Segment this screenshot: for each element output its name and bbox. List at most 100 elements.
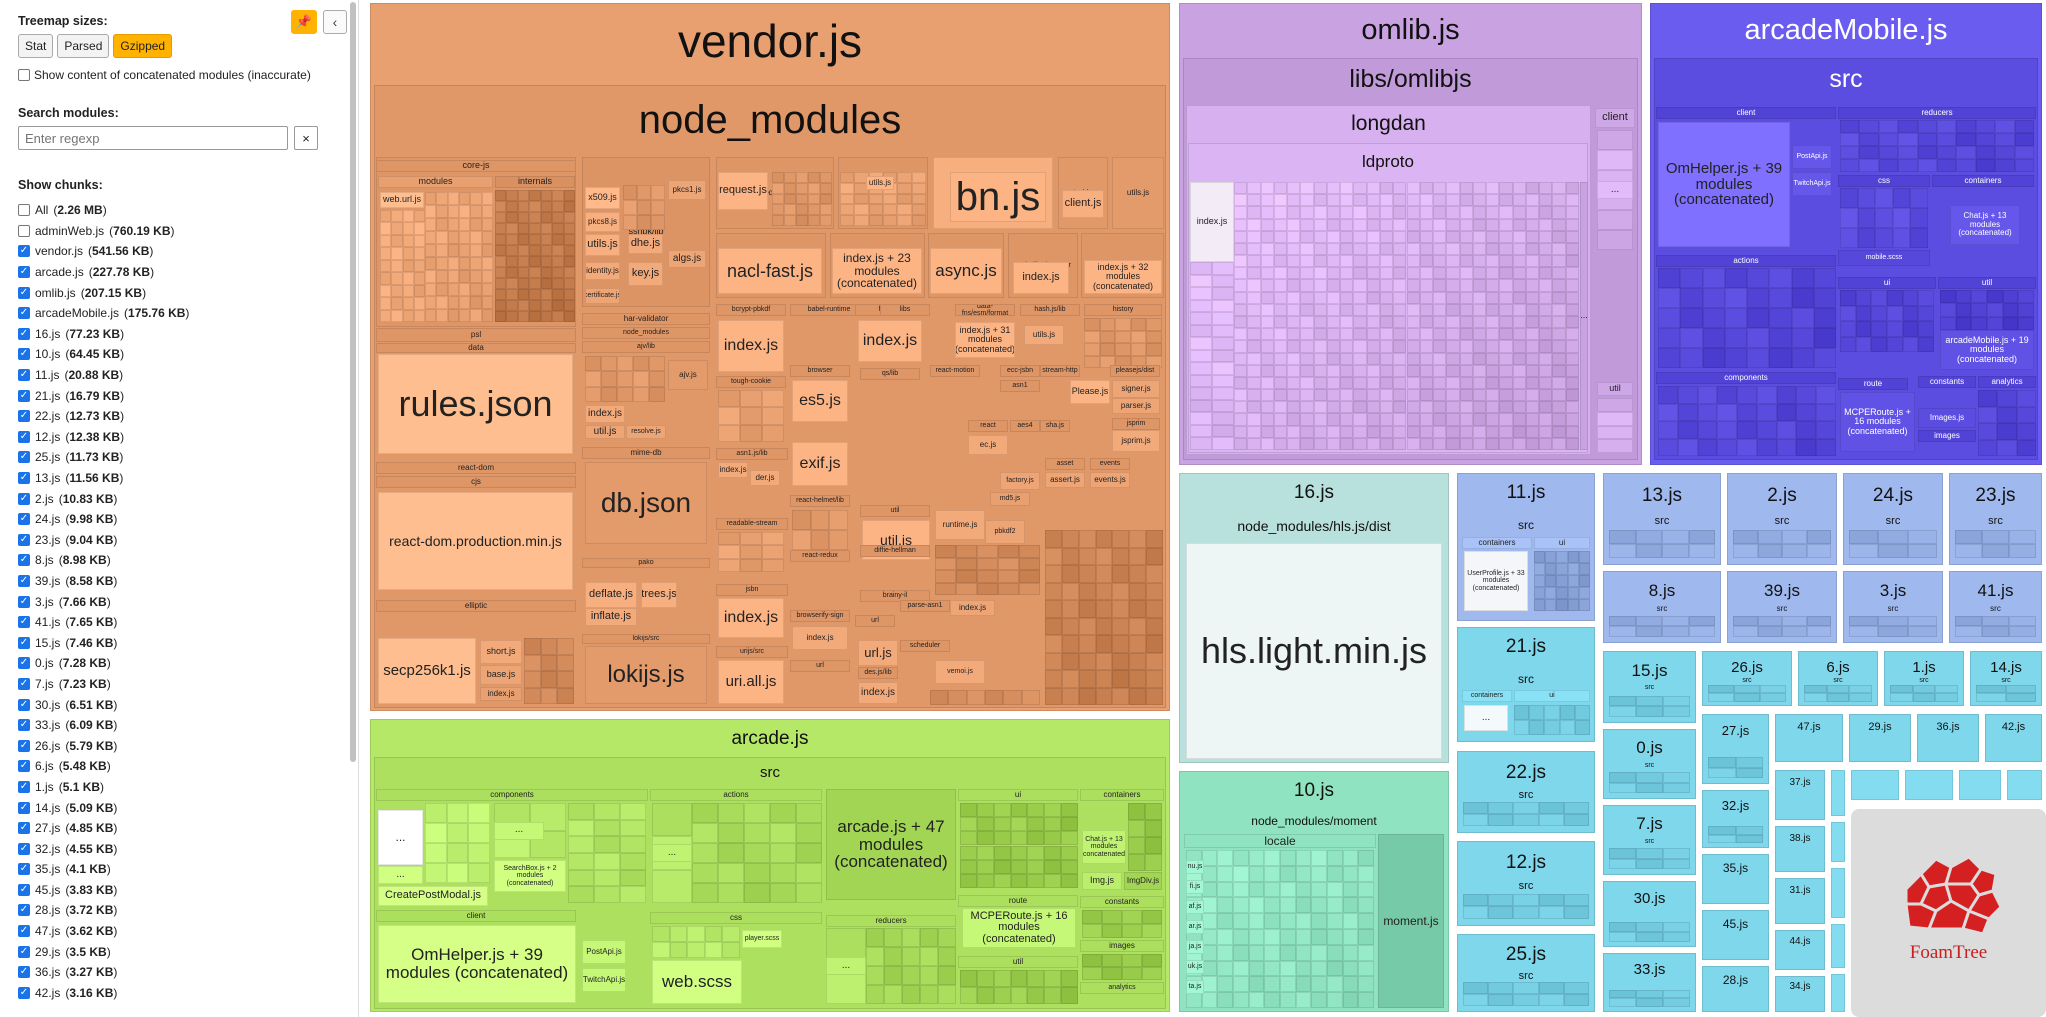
- module-cell[interactable]: [413, 222, 425, 235]
- module-cell[interactable]: [1353, 218, 1367, 231]
- chunk-item[interactable]: 2.js(10.83 KB): [18, 488, 338, 509]
- module-cell[interactable]: [1264, 929, 1280, 945]
- module-cell[interactable]: [840, 182, 855, 194]
- chunk-item[interactable]: 45.js(3.83 KB): [18, 880, 338, 901]
- module-cell[interactable]: [1358, 976, 1374, 993]
- module-cell[interactable]: [1260, 425, 1274, 438]
- module-cell[interactable]: [1459, 291, 1473, 304]
- module-cell[interactable]: [594, 869, 620, 887]
- module-cell[interactable]: [1260, 340, 1274, 353]
- module-cell[interactable]: [866, 947, 884, 966]
- module-cell[interactable]: [840, 172, 855, 183]
- module-cell[interactable]: [540, 201, 553, 212]
- module-cell[interactable]: [854, 204, 869, 216]
- module-cell[interactable]: [1859, 159, 1879, 172]
- module-cell[interactable]: [1353, 291, 1367, 304]
- module-cell[interactable]: [902, 966, 920, 985]
- module-cell[interactable]: [1578, 563, 1590, 575]
- module-cell[interactable]: [1545, 587, 1557, 599]
- module-cell[interactable]: [1366, 316, 1380, 329]
- module-cell[interactable]: [1102, 967, 1122, 980]
- module-cell[interactable]: [976, 987, 994, 1004]
- module-cell[interactable]: [1446, 340, 1460, 353]
- module-cell[interactable]: [1027, 831, 1045, 846]
- module-cell[interactable]: [1366, 255, 1380, 268]
- module-cell[interactable]: [998, 582, 1019, 595]
- module-cell[interactable]: [1327, 944, 1343, 961]
- module-cell[interactable]: [1327, 976, 1343, 993]
- module-cell[interactable]: [1987, 290, 2003, 304]
- module-cell[interactable]: [1295, 929, 1312, 945]
- module-cell[interactable]: [820, 215, 832, 226]
- module-cell[interactable]: [1552, 206, 1566, 219]
- module-cell[interactable]: [1513, 801, 1539, 815]
- module-cell[interactable]: [1260, 303, 1274, 316]
- module-cell[interactable]: [1747, 288, 1770, 308]
- module-cell[interactable]: [524, 654, 541, 671]
- module-cell[interactable]: [1499, 218, 1513, 231]
- module-cell[interactable]: [1552, 364, 1566, 377]
- module-cell[interactable]: [1313, 328, 1327, 341]
- module-cell[interactable]: [1636, 931, 1663, 942]
- module-cell[interactable]: [1419, 364, 1434, 377]
- module-cell[interactable]: [1486, 340, 1500, 353]
- chunk-checkbox[interactable]: [18, 307, 30, 320]
- module-cell[interactable]: [529, 190, 541, 201]
- module-cell[interactable]: [762, 545, 784, 559]
- module-cell[interactable]: [1313, 218, 1327, 231]
- module-cell[interactable]: [1379, 267, 1394, 280]
- chunk-item[interactable]: 35.js(4.1 KB): [18, 859, 338, 880]
- module-cell[interactable]: [1940, 290, 1956, 304]
- module-cell[interactable]: [1078, 652, 1096, 670]
- module-cell[interactable]: [506, 234, 518, 245]
- module-cell[interactable]: utils.js: [585, 234, 620, 256]
- module-cell[interactable]: [1578, 551, 1590, 563]
- module-cell[interactable]: [1234, 267, 1248, 280]
- module-cell[interactable]: [772, 215, 784, 226]
- module-cell[interactable]: [470, 283, 482, 296]
- module-cell[interactable]: [1658, 308, 1681, 328]
- module-cell[interactable]: [1003, 690, 1022, 705]
- module-cell[interactable]: [391, 234, 403, 248]
- module-cell[interactable]: [1112, 617, 1130, 635]
- module-cell[interactable]: reducers: [826, 915, 956, 927]
- module-cell[interactable]: [1247, 230, 1261, 243]
- module-cell[interactable]: [1129, 582, 1147, 600]
- module-cell[interactable]: [1260, 206, 1274, 219]
- chunk-item[interactable]: 12.js(12.38 KB): [18, 427, 338, 448]
- module-cell[interactable]: [1539, 303, 1553, 316]
- module-cell[interactable]: assert.js: [1045, 472, 1085, 488]
- module-cell[interactable]: [1146, 530, 1163, 548]
- module-cell[interactable]: [1855, 290, 1872, 306]
- module-cell[interactable]: [552, 234, 564, 245]
- module-cell[interactable]: [1358, 960, 1374, 977]
- module-cell[interactable]: index.js: [480, 687, 522, 701]
- chunk-item[interactable]: arcade.js(227.78 KB): [18, 262, 338, 283]
- module-cell[interactable]: [1044, 803, 1062, 818]
- module-cell[interactable]: [868, 193, 883, 205]
- module-cell[interactable]: [1917, 133, 1937, 146]
- module-cell[interactable]: [1146, 343, 1162, 356]
- module-cell[interactable]: index.js: [718, 320, 784, 372]
- module-cell[interactable]: [1769, 268, 1792, 288]
- module-cell[interactable]: [820, 172, 832, 183]
- module-cell[interactable]: [1233, 976, 1249, 993]
- module-cell[interactable]: [1512, 340, 1526, 353]
- module-cell[interactable]: [529, 300, 541, 311]
- module-cell[interactable]: [1419, 303, 1434, 316]
- module-cell[interactable]: [1735, 825, 1763, 835]
- module-cell[interactable]: [1353, 352, 1367, 365]
- module-cell[interactable]: [1567, 551, 1579, 563]
- module-cell[interactable]: [1146, 565, 1163, 583]
- module-cell[interactable]: [459, 270, 471, 283]
- module-cell[interactable]: [1019, 582, 1040, 595]
- module-cell[interactable]: [470, 231, 482, 244]
- module-cell[interactable]: [1044, 859, 1062, 874]
- module-cell[interactable]: [413, 234, 425, 248]
- module-cell[interactable]: [529, 245, 541, 256]
- module-cell[interactable]: [391, 284, 403, 298]
- module-cell[interactable]: [1513, 994, 1539, 1006]
- module-cell[interactable]: [557, 687, 574, 704]
- module-cell[interactable]: [1326, 255, 1341, 268]
- module-cell[interactable]: [1552, 218, 1566, 231]
